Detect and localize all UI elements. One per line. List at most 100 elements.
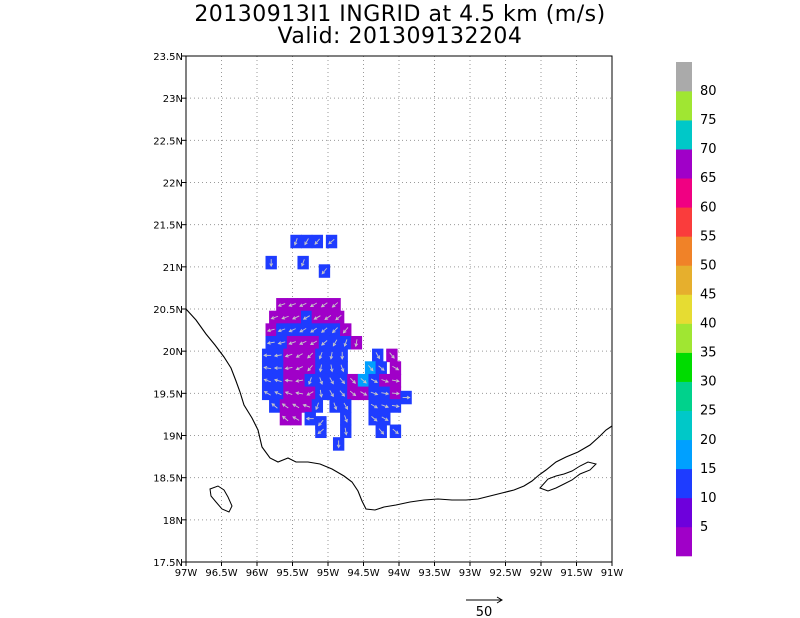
y-tick-label: 21.5N (153, 221, 183, 232)
wind-vector (381, 379, 389, 383)
colorbar-label: 25 (700, 404, 717, 419)
colorbar-label: 60 (700, 200, 717, 215)
x-tick-label: 94W (388, 568, 411, 579)
x-tick-label: 96W (246, 568, 269, 579)
colorbar-segment (676, 120, 692, 150)
grid-lines (186, 56, 612, 562)
wind-vector (273, 366, 282, 370)
y-axis: 17.5N 18N 18.5N 19N 19.5N 20N 20.5N 21N 21.5N 22N… (153, 52, 186, 569)
wind-vector (299, 327, 307, 333)
wind-vector (313, 315, 321, 320)
wind-vector (292, 416, 300, 421)
wind-vector (391, 391, 400, 396)
wind-vector (342, 327, 349, 334)
reference-vector-label: 50 (476, 605, 493, 618)
y-tick-label: 20.5N (153, 305, 183, 316)
x-tick-label: 95W (317, 568, 340, 579)
colorbar-label: 75 (700, 113, 717, 128)
wind-vector (319, 377, 323, 385)
wind-vector (319, 389, 323, 398)
wind-vector (318, 351, 323, 360)
wind-vector (381, 391, 390, 396)
reference-arrow-head (496, 596, 503, 604)
colorbar-segment (676, 91, 692, 121)
colorbar-label: 35 (700, 346, 717, 361)
y-tick-label: 17.5N (153, 558, 183, 569)
wind-vector (263, 391, 271, 396)
wind-vector (274, 378, 282, 383)
wind-vector (295, 379, 304, 383)
wind-vector (331, 327, 338, 334)
x-tick-label: 93W (459, 568, 482, 579)
wind-vector (381, 416, 389, 421)
wind-vector (305, 416, 314, 421)
wind-vector (263, 353, 272, 358)
wind-vector (292, 315, 300, 320)
colorbar-label: 80 (700, 84, 717, 99)
colorbar-segment (676, 178, 692, 208)
wind-vector (339, 390, 346, 397)
colorbar-segment (676, 149, 692, 179)
wind-vector (329, 364, 334, 373)
wind-vector (270, 315, 279, 320)
y-tick-label: 18.5N (153, 474, 183, 485)
wind-vector (281, 415, 289, 422)
mexico-coastline (185, 308, 613, 511)
wind-vector (293, 238, 298, 246)
wind-vector (392, 365, 400, 371)
colorbar-segment (676, 439, 692, 470)
x-tick-label: 92W (530, 568, 553, 579)
wind-vector (284, 391, 293, 395)
wind-vector (360, 391, 368, 396)
wind-vector (328, 238, 335, 245)
wind-vector (263, 378, 272, 383)
colorbar-label: 50 (700, 258, 717, 273)
y-tick-label: 22.5N (153, 136, 183, 147)
wind-vector (402, 395, 411, 400)
wind-vector (354, 339, 359, 348)
wind-vector (343, 339, 348, 347)
wind-vector (299, 302, 307, 307)
colorbar-label: 20 (700, 433, 717, 448)
wind-vector (344, 427, 348, 436)
colorbar-label: 55 (700, 229, 717, 244)
wind-vector (371, 416, 378, 422)
wind-vector (266, 341, 275, 345)
colorbar-segment (676, 497, 692, 528)
coastal-lagoon (539, 461, 597, 492)
wind-vector (329, 390, 334, 398)
colorbar-segment (676, 352, 692, 382)
colorbar-segment (676, 207, 692, 237)
x-tick-label: 94.5W (347, 568, 379, 579)
wind-vector (288, 328, 296, 333)
chart-title: 20130913I1 INGRID at 4.5 km (m/s) (194, 2, 606, 27)
wind-vector (302, 315, 310, 320)
wind-vector (370, 391, 379, 396)
wind-vector (309, 340, 318, 345)
colorbar-label: 30 (700, 375, 717, 390)
wind-vector (320, 302, 328, 308)
colorbar-segment (676, 294, 692, 324)
x-axis: 97W 96.5W 96W 95.5W 95W 94.5W 94W 93.5W 93W 92.5W… (175, 562, 623, 579)
wind-vector (284, 378, 293, 383)
wind-vector (329, 351, 334, 360)
wind-vector (306, 391, 314, 396)
wind-vector (269, 259, 274, 268)
wind-vector (344, 415, 348, 423)
wind-vector (378, 365, 385, 371)
wind-vector (288, 341, 296, 345)
wind-vector (333, 402, 338, 411)
wind-vector (281, 403, 289, 409)
x-tick-label: 97W (175, 568, 198, 579)
y-tick-label: 19.5N (153, 389, 183, 400)
wind-vector (368, 365, 374, 372)
wind-vector (340, 351, 345, 360)
wind-vectors (263, 238, 411, 449)
colorbar-label: 70 (700, 142, 717, 157)
colorbar-label: 5 (700, 520, 708, 535)
wind-vector (370, 403, 378, 409)
wind-vector (360, 378, 367, 384)
y-tick-label: 21N (163, 263, 183, 274)
wind-vector (310, 327, 317, 333)
coastline (185, 308, 613, 513)
